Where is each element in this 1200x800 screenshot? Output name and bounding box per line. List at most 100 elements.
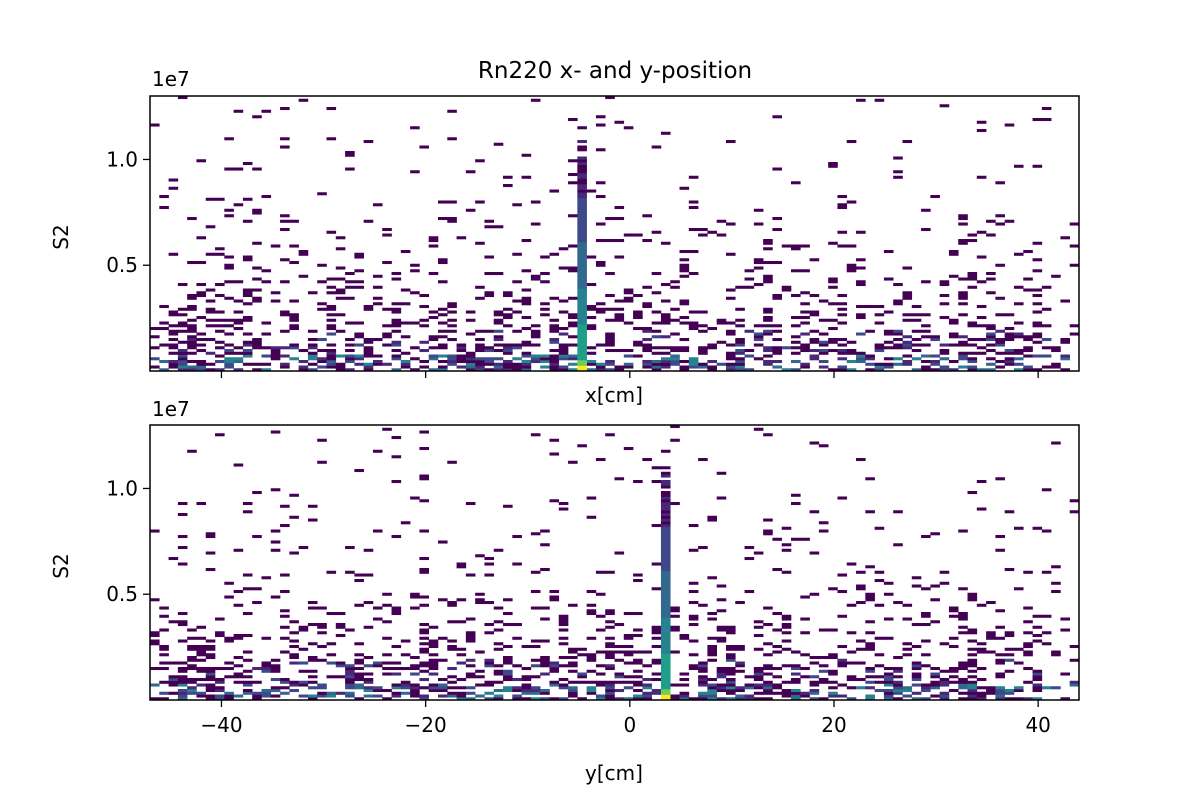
heatmap-cell	[893, 299, 903, 303]
heatmap-cell	[1041, 118, 1052, 122]
heatmap-cell	[150, 335, 160, 339]
hot-column-cell	[660, 606, 671, 610]
heatmap-cell	[428, 689, 439, 693]
heatmap-cell	[335, 329, 346, 333]
heatmap-cell	[958, 277, 968, 281]
heatmap-cell	[335, 612, 346, 616]
heatmap-cell	[595, 672, 606, 676]
heatmap-cell	[196, 283, 207, 287]
heatmap-cell	[187, 689, 197, 693]
heatmap-cell	[280, 573, 290, 577]
hot-column-cell	[660, 540, 671, 544]
heatmap-cell	[633, 313, 643, 317]
heatmap-cell	[549, 338, 560, 342]
heatmap-cell	[428, 645, 439, 649]
heatmap-cell	[475, 601, 485, 605]
heatmap-cell	[642, 691, 652, 695]
heatmap-cell	[781, 680, 792, 684]
heatmap-cell	[205, 535, 216, 539]
heatmap-cell	[540, 543, 550, 547]
heatmap-cell	[670, 354, 680, 358]
heatmap-cell	[419, 647, 429, 651]
heatmap-cell	[400, 360, 411, 364]
heatmap-cell	[809, 313, 820, 317]
heatmap-cell	[967, 338, 978, 342]
heatmap-cell	[530, 691, 541, 695]
heatmap-cell	[976, 129, 987, 133]
heatmap-cell	[280, 346, 290, 350]
heatmap-cell	[633, 697, 643, 701]
heatmap-cell	[735, 360, 745, 364]
heatmap-cell	[1013, 252, 1024, 256]
heatmap-cell	[428, 686, 439, 690]
heatmap-cell	[530, 200, 541, 204]
heatmap-cell	[558, 299, 569, 303]
heatmap-cell	[837, 195, 848, 199]
heatmap-cell	[670, 346, 680, 350]
heatmap-cell	[363, 664, 374, 668]
heatmap-cell	[809, 310, 820, 314]
heatmap-cell	[475, 296, 485, 300]
heatmap-cell	[679, 697, 690, 701]
heatmap-cell	[465, 697, 476, 701]
heatmap-cell	[298, 98, 309, 102]
hot-column-cell	[577, 162, 587, 166]
heatmap-cell	[911, 645, 922, 649]
heatmap-cell	[512, 368, 522, 372]
heatmap-cell	[354, 667, 364, 671]
hot-column-cell	[577, 252, 587, 256]
heatmap-cell	[335, 661, 346, 665]
heatmap-cell	[317, 683, 327, 687]
heatmap-cell	[493, 548, 504, 552]
hot-column-cell	[577, 263, 587, 267]
heatmap-cell	[725, 222, 736, 226]
heatmap-cell	[280, 313, 290, 317]
heatmap-cell	[781, 623, 792, 627]
heatmap-cell	[205, 551, 216, 555]
heatmap-cell	[846, 562, 857, 566]
heatmap-cell	[911, 683, 922, 687]
heatmap-cell	[465, 310, 476, 314]
heatmap-cell	[224, 214, 234, 218]
heatmap-cell	[893, 329, 903, 333]
heatmap-cell	[1013, 697, 1024, 701]
heatmap-cell	[410, 263, 420, 267]
heatmap-cell	[995, 686, 1005, 690]
heatmap-cell	[354, 354, 364, 358]
heatmap-cell	[846, 368, 857, 372]
heatmap-cell	[465, 658, 476, 662]
heatmap-cell	[791, 181, 801, 185]
heatmap-cell	[298, 360, 309, 364]
heatmap-cell	[800, 694, 810, 698]
heatmap-cell	[270, 678, 281, 682]
heatmap-cell	[1041, 346, 1052, 350]
heatmap-cell	[568, 656, 578, 660]
heatmap-cell	[809, 683, 820, 687]
heatmap-cell	[150, 598, 160, 602]
heatmap-cell	[447, 310, 457, 314]
heatmap-cell	[1004, 691, 1015, 695]
heatmap-cell	[995, 548, 1005, 552]
heatmap-cell	[242, 675, 253, 679]
heatmap-cell	[846, 263, 857, 267]
heatmap-cell	[614, 316, 625, 320]
heatmap-cell	[948, 318, 959, 322]
heatmap-cell	[168, 557, 179, 561]
heatmap-cell	[503, 316, 513, 320]
heatmap-cell	[530, 645, 541, 649]
heatmap-cell	[883, 697, 894, 701]
heatmap-cell	[1051, 349, 1061, 353]
heatmap-cell	[354, 686, 364, 690]
heatmap-cell	[698, 351, 708, 355]
heatmap-cell	[484, 664, 495, 668]
heatmap-cell	[707, 658, 717, 662]
hot-column-cell	[577, 186, 587, 190]
heatmap-cell	[651, 291, 662, 295]
hot-column-cell	[577, 362, 587, 366]
heatmap-cell	[419, 603, 429, 607]
heatmap-cell	[753, 667, 764, 671]
heatmap-cell	[215, 318, 225, 322]
heatmap-cell	[484, 255, 495, 259]
heatmap-cell	[205, 197, 216, 201]
heatmap-cell	[1004, 658, 1015, 662]
